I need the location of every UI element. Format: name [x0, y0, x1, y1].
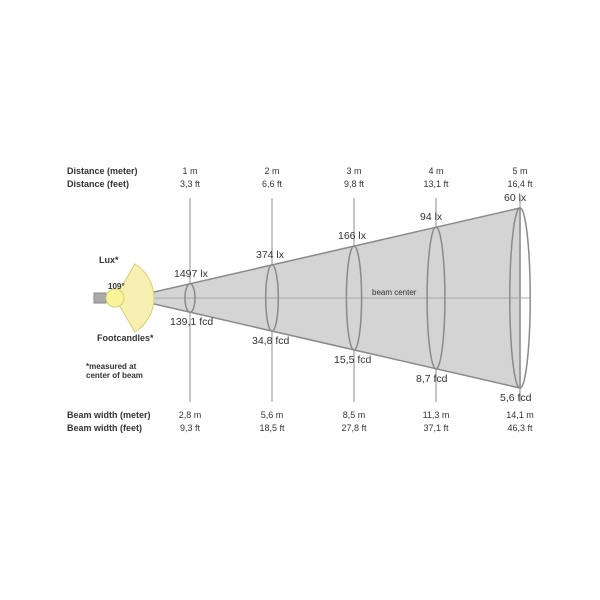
beam-width-feet-value: 27,8 ft: [341, 423, 367, 433]
note-line-1: *measured at: [86, 362, 137, 371]
distance-feet-value: 6,6 ft: [261, 179, 283, 189]
distance-feet-value: 3,3 ft: [179, 179, 201, 189]
beam-center-label: beam center: [372, 288, 417, 297]
lux-value: 94 lx: [420, 211, 443, 224]
beam-cross-section: [264, 264, 280, 332]
distance-feet-value: 13,1 ft: [423, 179, 449, 189]
beam-width-meter-label: Beam width (meter): [67, 410, 151, 420]
lamp-icon: [105, 288, 125, 308]
beam-width-feet-value: 18,5 ft: [259, 423, 285, 433]
beam-width-feet-value: 9,3 ft: [179, 423, 201, 433]
beam-width-meter-value: 5,6 m: [260, 410, 284, 420]
distance-meter-value: 5 m: [512, 166, 528, 176]
beam-angle-label: 109°: [108, 282, 125, 291]
distance-feet-value: 16,4 ft: [507, 179, 533, 189]
beam-width-meter-value: 8,5 m: [342, 410, 366, 420]
footcandle-value: 8,7 fcd: [416, 372, 448, 385]
beam-cross-section: [426, 226, 446, 370]
beam-cross-section: [509, 207, 531, 389]
beam-width-meter-value: 14,1 m: [506, 410, 534, 420]
footcandles-label: Footcandles*: [97, 333, 154, 343]
distance-feet-label: Distance (feet): [67, 179, 130, 189]
lux-value: 60 lx: [504, 191, 527, 204]
distance-meter-label: Distance (meter): [67, 166, 138, 176]
distance-feet-value: 9,8 ft: [343, 179, 365, 189]
note-line-2: center of beam: [86, 371, 143, 380]
beam-spread-wedge: [114, 263, 155, 333]
lux-value: 166 lx: [338, 230, 367, 243]
distance-meter-value: 4 m: [428, 166, 444, 176]
beam-width-meter-value: 11,3 m: [422, 410, 450, 420]
lux-value: 374 lx: [256, 248, 285, 261]
beam-cross-section: [184, 282, 196, 314]
footcandle-value: 34,8 fcd: [252, 335, 290, 348]
distance-meter-value: 1 m: [182, 166, 198, 176]
beam-width-feet-value: 37,1 ft: [423, 423, 449, 433]
footcandle-value: 139,1 fcd: [170, 316, 214, 329]
distance-meter-value: 2 m: [264, 166, 280, 176]
lamp-base-icon: [93, 292, 107, 304]
lux-value: 1497 lx: [174, 267, 208, 280]
lux-label: Lux*: [99, 255, 119, 265]
beam-width-feet-label: Beam width (feet): [67, 423, 143, 433]
beam-cross-section: [345, 245, 363, 351]
beam-width-feet-value: 46,3 ft: [507, 423, 533, 433]
footcandle-value: 15,5 fcd: [334, 353, 372, 366]
footcandle-value: 5,6 fcd: [500, 392, 532, 405]
distance-meter-value: 3 m: [346, 166, 362, 176]
beam-width-meter-value: 2,8 m: [178, 410, 202, 420]
